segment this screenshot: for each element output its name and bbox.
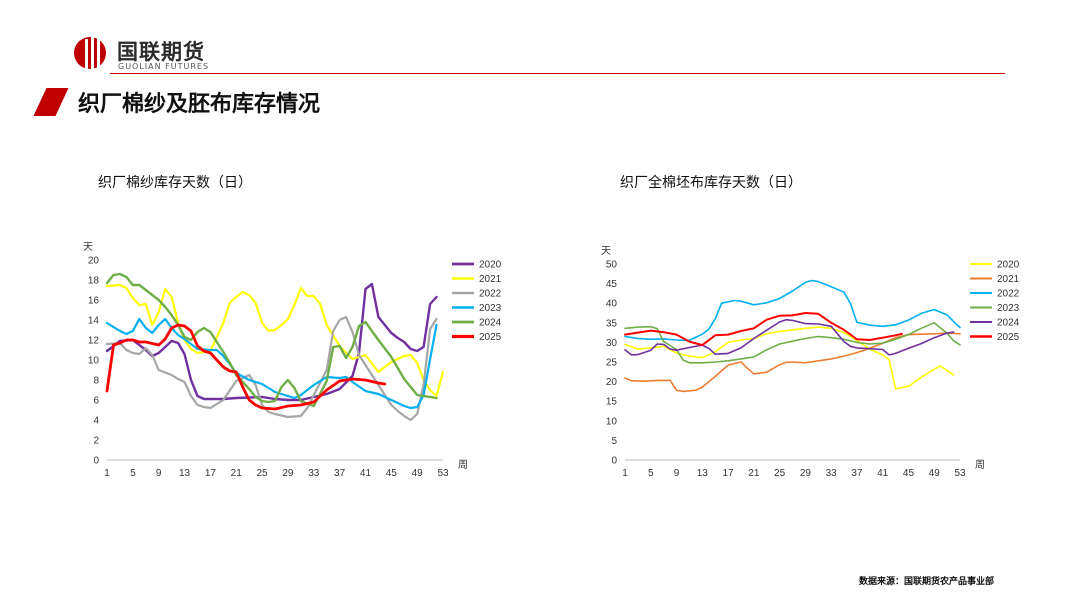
yarn-series-line-2020 bbox=[105, 282, 438, 402]
fabric-x-tick-label: 41 bbox=[877, 468, 889, 479]
yarn-legend-label-2025: 2025 bbox=[479, 332, 502, 343]
yarn-series-line-2025 bbox=[105, 323, 387, 411]
fabric-y-tick-label: 35 bbox=[606, 318, 618, 329]
yarn-y-tick-label: 8 bbox=[93, 376, 99, 387]
yarn-x-tick-label: 37 bbox=[334, 468, 346, 479]
page-title: 织厂棉纱及胚布库存情况 bbox=[78, 92, 321, 117]
data-source: 数据来源：国联期货农产品事业部 bbox=[858, 577, 994, 587]
fabric-x-tick-label: 17 bbox=[723, 468, 735, 479]
yarn-legend-label-2023: 2023 bbox=[479, 303, 502, 314]
yarn-series-line-2024 bbox=[105, 272, 438, 408]
fabric-legend-label-2021: 2021 bbox=[997, 274, 1020, 285]
yarn-legend-label-2024: 2024 bbox=[479, 318, 502, 329]
fabric-series-line-2023 bbox=[624, 321, 961, 364]
yarn-y-tick-label: 14 bbox=[88, 316, 100, 327]
fabric-y-tick-label: 30 bbox=[606, 338, 618, 349]
yarn-x-tick-label: 29 bbox=[282, 468, 294, 479]
yarn-x-tick-label: 25 bbox=[257, 468, 269, 479]
yarn-y-tick-label: 0 bbox=[93, 456, 99, 467]
fabric-series-line-2024 bbox=[624, 318, 955, 356]
fabric-x-tick-label: 33 bbox=[826, 468, 838, 479]
yarn-x-tick-label: 33 bbox=[308, 468, 320, 479]
fabric-x-tick-label: 45 bbox=[903, 468, 915, 479]
fabric-y-tick-label: 20 bbox=[606, 377, 618, 388]
fabric-x-tick-label: 9 bbox=[674, 468, 680, 479]
guolian-logo-icon bbox=[74, 33, 106, 69]
yarn-x-tick-label: 13 bbox=[179, 468, 191, 479]
yarn-x-tick-label: 5 bbox=[130, 468, 136, 479]
yarn-y-tick-label: 2 bbox=[93, 436, 99, 447]
chart-title-yarn: 织厂棉纱库存天数（日） bbox=[98, 175, 252, 191]
fabric-series-line-2025 bbox=[624, 312, 903, 347]
yarn-series-line-2023 bbox=[105, 317, 438, 410]
fabric-x-tick-label: 53 bbox=[954, 468, 966, 479]
yarn-x-tick-label: 9 bbox=[156, 468, 162, 479]
yarn-y-tick-label: 10 bbox=[88, 356, 100, 367]
fabric-y-unit-label: 天 bbox=[601, 246, 611, 257]
yarn-x-tick-label: 45 bbox=[386, 468, 398, 479]
fabric-series-line-2020 bbox=[624, 326, 955, 390]
fabric-legend-label-2023: 2023 bbox=[997, 303, 1020, 314]
yarn-legend-label-2021: 2021 bbox=[479, 274, 502, 285]
fabric-x-tick-label: 21 bbox=[748, 468, 760, 479]
chart-title-fabric: 织厂全棉坯布库存天数（日） bbox=[620, 175, 802, 191]
fabric-x-tick-label: 25 bbox=[774, 468, 786, 479]
yarn-y-tick-label: 18 bbox=[88, 276, 100, 287]
yarn-x-tick-label: 21 bbox=[231, 468, 243, 479]
yarn-x-tick-label: 41 bbox=[360, 468, 372, 479]
yarn-x-tick-label: 53 bbox=[437, 468, 449, 479]
fabric-y-tick-label: 5 bbox=[611, 436, 617, 447]
fabric-y-tick-label: 25 bbox=[606, 358, 618, 369]
yarn-y-tick-label: 12 bbox=[88, 336, 100, 347]
fabric-legend-label-2022: 2022 bbox=[997, 289, 1020, 300]
fabric-legend-label-2024: 2024 bbox=[997, 318, 1020, 329]
yarn-y-tick-label: 6 bbox=[93, 396, 99, 407]
fabric-x-tick-label: 37 bbox=[851, 468, 863, 479]
yarn-x-unit-label: 周 bbox=[458, 459, 468, 471]
yarn-x-tick-label: 49 bbox=[412, 468, 424, 479]
fabric-legend-label-2025: 2025 bbox=[997, 332, 1020, 343]
fabric-y-tick-label: 0 bbox=[611, 456, 617, 467]
brand-name-en: GUOLIAN FUTURES bbox=[118, 62, 210, 71]
header: 国联期货 GUOLIAN FUTURES bbox=[0, 0, 1080, 80]
yarn-y-tick-label: 16 bbox=[88, 296, 100, 307]
yarn-y-tick-label: 20 bbox=[88, 256, 100, 267]
yarn-legend-label-2020: 2020 bbox=[479, 260, 502, 271]
fabric-series-line-2022 bbox=[624, 279, 961, 342]
brand-name: 国联期货 bbox=[117, 40, 205, 64]
yarn-y-unit-label: 天 bbox=[83, 242, 93, 253]
fabric-y-tick-label: 40 bbox=[606, 299, 618, 310]
yarn-x-tick-label: 17 bbox=[205, 468, 217, 479]
fabric-series-line-2021 bbox=[624, 332, 961, 393]
fabric-y-tick-label: 10 bbox=[606, 416, 618, 427]
fabric-y-tick-label: 15 bbox=[606, 397, 618, 408]
fabric-y-tick-label: 45 bbox=[606, 279, 618, 290]
fabric-x-unit-label: 周 bbox=[975, 459, 985, 471]
fabric-x-tick-label: 1 bbox=[622, 468, 628, 479]
yarn-y-tick-label: 4 bbox=[93, 416, 99, 427]
fabric-x-tick-label: 5 bbox=[648, 468, 654, 479]
fabric-x-tick-label: 13 bbox=[697, 468, 709, 479]
yarn-x-tick-label: 1 bbox=[104, 468, 110, 479]
yarn-series-line-2021 bbox=[105, 283, 445, 398]
yarn-legend-label-2022: 2022 bbox=[479, 289, 502, 300]
header-divider bbox=[110, 73, 1005, 74]
yarn-series-line-2022 bbox=[105, 315, 438, 422]
fabric-y-tick-label: 50 bbox=[606, 260, 618, 271]
fabric-x-tick-label: 29 bbox=[800, 468, 812, 479]
fabric-x-tick-label: 49 bbox=[929, 468, 941, 479]
fabric-legend-label-2020: 2020 bbox=[997, 260, 1020, 271]
